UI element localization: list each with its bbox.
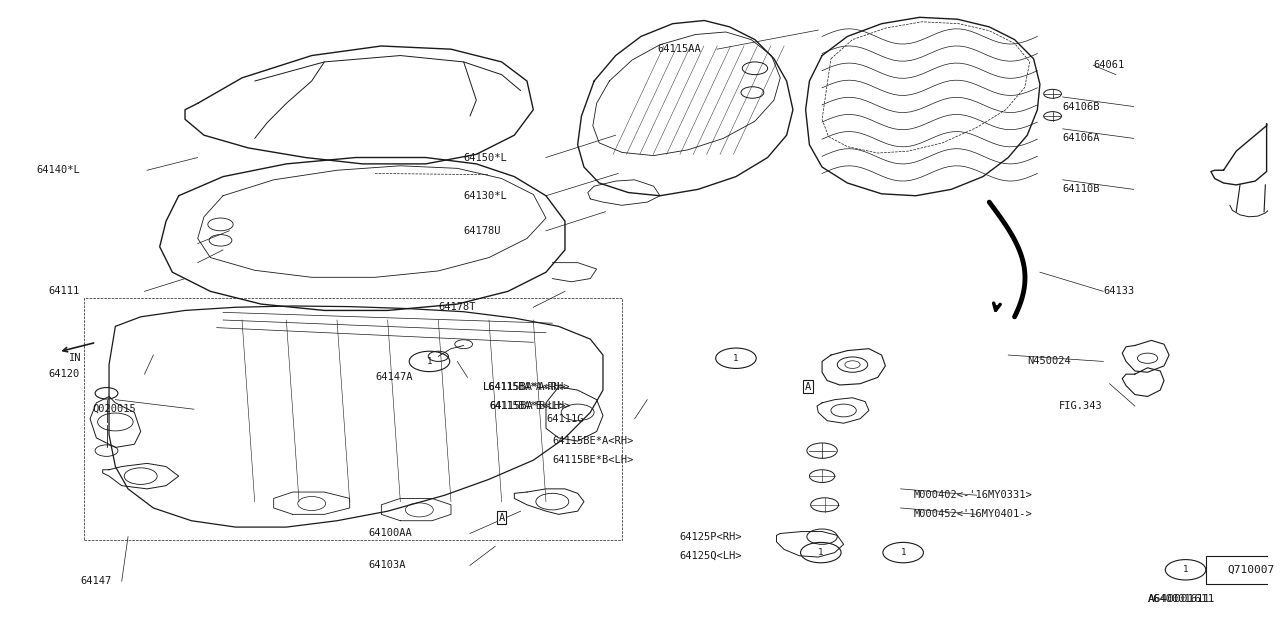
Text: IN: IN bbox=[69, 353, 81, 364]
Text: L64115BA*A<RH>: L64115BA*A<RH> bbox=[483, 382, 564, 392]
Text: 1: 1 bbox=[900, 548, 906, 557]
Text: 64100AA: 64100AA bbox=[369, 529, 412, 538]
Text: 64115AA: 64115AA bbox=[658, 44, 701, 54]
Text: 64178T: 64178T bbox=[438, 302, 476, 312]
Text: 64125P<RH>: 64125P<RH> bbox=[678, 532, 741, 541]
Text: 1: 1 bbox=[1183, 565, 1188, 574]
Text: 64125Q<LH>: 64125Q<LH> bbox=[678, 551, 741, 561]
Text: 64106B: 64106B bbox=[1062, 102, 1101, 111]
Text: 64111G: 64111G bbox=[547, 414, 584, 424]
Text: M000402<-'16MY0331>: M000402<-'16MY0331> bbox=[913, 490, 1032, 500]
Text: 64115BE*A<RH>: 64115BE*A<RH> bbox=[552, 436, 634, 446]
Text: Q020015: Q020015 bbox=[92, 404, 137, 414]
Text: 64130*L: 64130*L bbox=[463, 191, 507, 201]
Text: 64140*L: 64140*L bbox=[36, 165, 79, 175]
Text: L64115BA*A<RH>: L64115BA*A<RH> bbox=[483, 382, 570, 392]
Text: 64147: 64147 bbox=[79, 576, 111, 586]
Text: 64178U: 64178U bbox=[463, 226, 502, 236]
Text: A640001611: A640001611 bbox=[1148, 594, 1215, 604]
Text: 1: 1 bbox=[733, 354, 739, 363]
Text: A: A bbox=[805, 382, 812, 392]
Text: 64106A: 64106A bbox=[1062, 133, 1101, 143]
Text: 64150*L: 64150*L bbox=[463, 152, 507, 163]
Text: 64111: 64111 bbox=[49, 286, 79, 296]
Text: 64110B: 64110B bbox=[1062, 184, 1101, 195]
Text: 64120: 64120 bbox=[49, 369, 79, 379]
Text: 64147A: 64147A bbox=[375, 372, 412, 382]
Text: FIG.343: FIG.343 bbox=[1059, 401, 1102, 411]
Text: 1: 1 bbox=[818, 548, 823, 557]
Text: 64115BA*B<LH>: 64115BA*B<LH> bbox=[489, 401, 566, 411]
Text: N450024: N450024 bbox=[1028, 356, 1071, 367]
Text: 64115BE*B<LH>: 64115BE*B<LH> bbox=[552, 455, 634, 465]
Text: 64061: 64061 bbox=[1093, 60, 1124, 70]
Text: M000452<'16MY0401->: M000452<'16MY0401-> bbox=[913, 509, 1032, 519]
Text: A: A bbox=[498, 513, 504, 522]
Text: 1: 1 bbox=[426, 357, 433, 366]
Text: Q710007: Q710007 bbox=[1228, 564, 1275, 575]
Text: 64103A: 64103A bbox=[369, 561, 406, 570]
Text: A640001611: A640001611 bbox=[1148, 594, 1210, 604]
Text: 64115BA*B<LH>: 64115BA*B<LH> bbox=[489, 401, 570, 411]
Text: 64133: 64133 bbox=[1103, 286, 1134, 296]
Bar bbox=[1206, 556, 1280, 584]
